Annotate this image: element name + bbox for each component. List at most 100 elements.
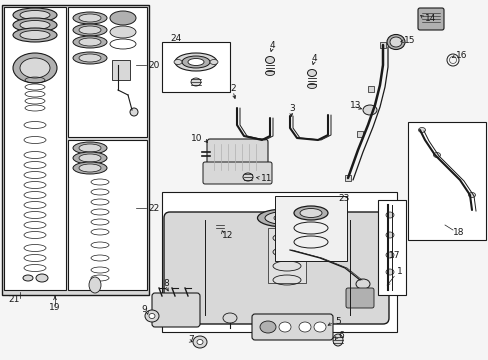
Ellipse shape: [79, 154, 101, 162]
Ellipse shape: [13, 18, 57, 32]
Ellipse shape: [73, 24, 107, 36]
Ellipse shape: [73, 36, 107, 48]
Ellipse shape: [145, 310, 159, 322]
Text: 23: 23: [337, 194, 348, 202]
Text: 1: 1: [396, 267, 402, 276]
Ellipse shape: [265, 71, 274, 76]
Ellipse shape: [385, 232, 393, 238]
Ellipse shape: [293, 206, 327, 220]
Ellipse shape: [385, 212, 393, 218]
Text: 10: 10: [190, 134, 202, 143]
Text: 9: 9: [141, 306, 147, 315]
Ellipse shape: [468, 193, 474, 198]
Bar: [379, 42, 385, 48]
Ellipse shape: [307, 69, 316, 77]
Ellipse shape: [418, 127, 425, 132]
Ellipse shape: [193, 336, 206, 348]
Text: 2: 2: [229, 84, 235, 93]
FancyBboxPatch shape: [417, 8, 443, 30]
FancyBboxPatch shape: [152, 293, 200, 327]
Text: 14: 14: [424, 14, 435, 23]
Text: 5: 5: [334, 318, 340, 327]
Ellipse shape: [110, 26, 136, 38]
Bar: [112, 60, 130, 80]
Text: 4: 4: [269, 41, 275, 50]
Ellipse shape: [433, 153, 440, 158]
Ellipse shape: [73, 142, 107, 154]
Ellipse shape: [79, 38, 101, 46]
Ellipse shape: [191, 78, 201, 86]
Ellipse shape: [79, 26, 101, 34]
Ellipse shape: [260, 321, 275, 333]
Text: 16: 16: [455, 50, 467, 59]
Text: 17: 17: [388, 251, 400, 260]
Bar: [345, 175, 350, 181]
Ellipse shape: [79, 54, 101, 62]
Ellipse shape: [209, 59, 218, 64]
Ellipse shape: [182, 56, 209, 68]
Ellipse shape: [386, 35, 404, 50]
Text: 19: 19: [49, 303, 61, 312]
Text: 24: 24: [170, 33, 181, 42]
Ellipse shape: [299, 208, 321, 217]
Ellipse shape: [73, 12, 107, 24]
Ellipse shape: [362, 105, 376, 115]
Bar: [2, 5, 149, 295]
Ellipse shape: [110, 11, 136, 25]
Ellipse shape: [313, 322, 325, 332]
Ellipse shape: [79, 14, 101, 22]
Ellipse shape: [13, 8, 57, 22]
Bar: [367, 86, 374, 92]
Text: 6: 6: [337, 332, 343, 341]
Bar: [68, 140, 147, 290]
FancyBboxPatch shape: [206, 139, 267, 175]
Bar: [162, 42, 229, 92]
Bar: [267, 228, 305, 283]
Ellipse shape: [79, 164, 101, 172]
Ellipse shape: [355, 279, 369, 289]
Text: 8: 8: [163, 279, 168, 288]
Bar: [162, 192, 396, 332]
Ellipse shape: [273, 214, 295, 222]
Ellipse shape: [279, 322, 290, 332]
FancyBboxPatch shape: [203, 162, 271, 184]
Ellipse shape: [298, 322, 310, 332]
Ellipse shape: [243, 173, 252, 181]
Ellipse shape: [215, 224, 224, 232]
Ellipse shape: [89, 277, 101, 293]
Ellipse shape: [23, 275, 33, 281]
FancyBboxPatch shape: [346, 288, 373, 308]
Ellipse shape: [73, 162, 107, 174]
Text: 21: 21: [8, 296, 20, 305]
Ellipse shape: [264, 212, 305, 225]
Ellipse shape: [197, 339, 203, 345]
Text: 18: 18: [452, 228, 464, 237]
Ellipse shape: [257, 209, 312, 227]
Ellipse shape: [20, 31, 50, 40]
Text: 4: 4: [311, 54, 317, 63]
FancyBboxPatch shape: [251, 314, 332, 340]
Ellipse shape: [73, 152, 107, 164]
Ellipse shape: [174, 59, 182, 64]
Bar: [4, 7, 66, 290]
Ellipse shape: [20, 10, 50, 19]
Ellipse shape: [130, 108, 138, 116]
Text: 3: 3: [288, 104, 294, 113]
Ellipse shape: [13, 28, 57, 42]
Ellipse shape: [73, 52, 107, 64]
Ellipse shape: [79, 144, 101, 152]
Ellipse shape: [20, 58, 50, 78]
Ellipse shape: [36, 274, 48, 282]
Bar: [407, 122, 485, 240]
FancyBboxPatch shape: [163, 212, 388, 324]
Ellipse shape: [265, 57, 274, 63]
Ellipse shape: [307, 84, 316, 89]
Text: 11: 11: [261, 174, 272, 183]
Ellipse shape: [332, 334, 342, 346]
Text: 12: 12: [222, 230, 233, 239]
Ellipse shape: [149, 314, 155, 319]
Ellipse shape: [385, 269, 393, 275]
Ellipse shape: [223, 313, 237, 323]
Text: 15: 15: [403, 36, 415, 45]
Ellipse shape: [13, 53, 57, 83]
